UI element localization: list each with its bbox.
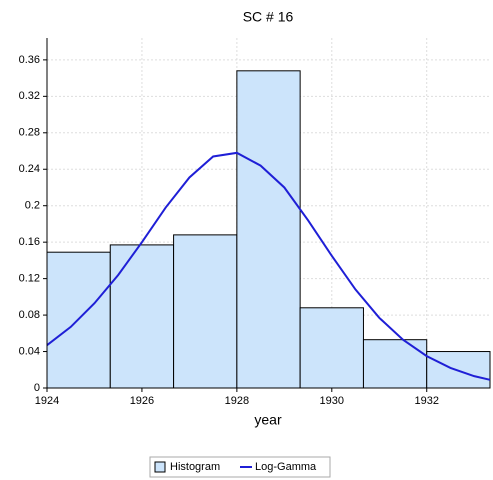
histogram-bar: [236, 70, 301, 389]
y-tick-label: 0.36: [19, 54, 40, 66]
x-tick-label: 1930: [320, 395, 344, 407]
y-tick-label: 0.12: [19, 273, 40, 285]
y-tick-label: 0.16: [19, 236, 40, 248]
legend-label: Log-Gamma: [255, 461, 317, 473]
legend-label: Histogram: [170, 461, 220, 473]
x-axis-label: year: [254, 412, 282, 428]
x-tick-label: 1928: [225, 395, 249, 407]
legend-swatch: [154, 461, 166, 473]
density-curve: [46, 151, 491, 381]
x-tick-label: 1926: [130, 395, 154, 407]
y-tick-label: 0.24: [19, 163, 40, 175]
histogram-bar: [299, 307, 364, 389]
histogram-bar: [109, 244, 175, 389]
y-tick-label: 0.28: [19, 127, 40, 139]
y-tick-label: 0.04: [19, 345, 40, 357]
y-tick-label: 0.2: [25, 200, 40, 212]
chart-title: SC # 16: [243, 9, 294, 25]
y-tick-label: 0.32: [19, 90, 40, 102]
y-tick-label: 0.08: [19, 309, 40, 321]
y-tick-label: 0: [34, 382, 40, 394]
histogram-bar: [173, 234, 238, 389]
x-tick-label: 1924: [35, 395, 59, 407]
x-tick-label: 1932: [414, 395, 438, 407]
histogram-bar: [362, 339, 428, 389]
